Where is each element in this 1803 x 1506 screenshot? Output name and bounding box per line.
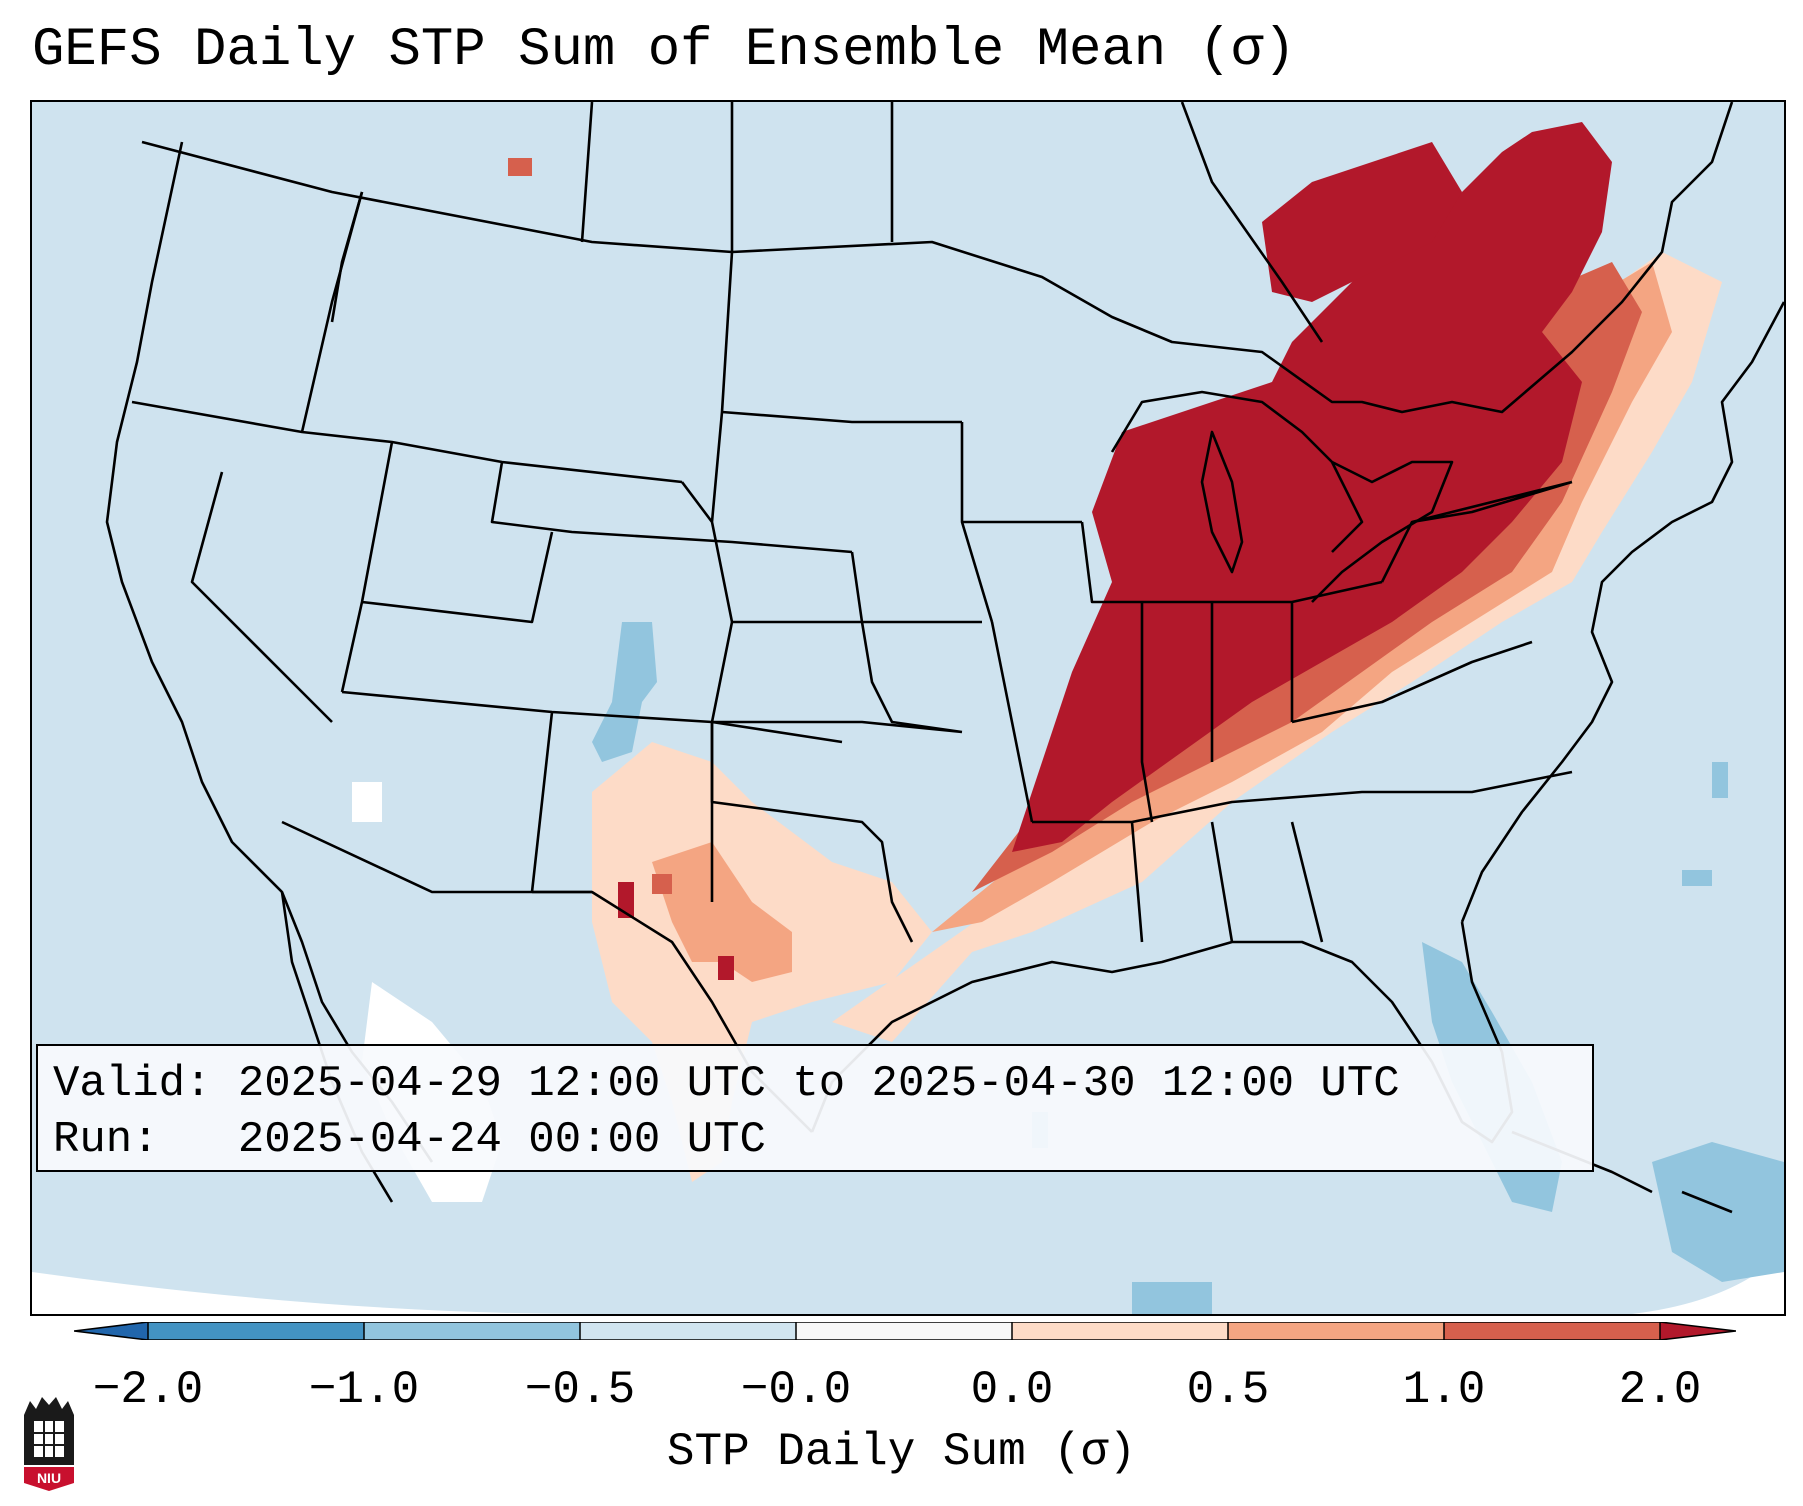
- anomaly-cell: [618, 882, 634, 918]
- anomaly-southwest-moderate: [652, 842, 792, 982]
- projection-edge: [32, 1272, 592, 1314]
- state-lines-west: [131, 191, 853, 902]
- colorbar-tick-label: 0.0: [970, 1364, 1054, 1416]
- anomaly-cell: [1682, 870, 1712, 886]
- logo-text: NIU: [37, 1470, 61, 1486]
- anomaly-cell: [1132, 1282, 1212, 1314]
- colorbar: [74, 1322, 1736, 1340]
- state-lines-central: [680, 251, 1082, 943]
- colorbar-segment: [1012, 1322, 1228, 1340]
- run-time: 2025-04-24 00:00 UTC: [237, 1115, 766, 1165]
- colorbar-tick-label: 0.5: [1186, 1364, 1270, 1416]
- colorbar-tick-label: −0.5: [524, 1364, 636, 1416]
- colorbar-segment: [580, 1322, 796, 1340]
- great-lakes: [1110, 390, 1454, 603]
- run-label: Run:: [53, 1115, 159, 1165]
- west-coast: [105, 141, 434, 1163]
- colorbar-tick-label: −0.0: [740, 1364, 852, 1416]
- colorbar-segment: [796, 1322, 1012, 1340]
- valid-label: Valid:: [53, 1059, 212, 1109]
- east-coast: [1460, 301, 1784, 923]
- anomaly-below-caribbean: [1652, 1142, 1784, 1282]
- colorbar-under-arrow: [74, 1322, 148, 1340]
- valid-time-range: 2025-04-29 12:00 UTC to 2025-04-30 12:00…: [237, 1059, 1400, 1109]
- colorbar-tick-label: 2.0: [1618, 1364, 1702, 1416]
- colorbar-segment: [364, 1322, 580, 1340]
- anomaly-cell: [352, 782, 382, 822]
- map-title: GEFS Daily STP Sum of Ensemble Mean (σ): [32, 20, 1296, 81]
- colorbar-tick-label: −2.0: [92, 1364, 204, 1416]
- colorbar-segment: [1228, 1322, 1444, 1340]
- anomaly-below-colorado: [592, 622, 657, 762]
- colorbar-segment: [1444, 1322, 1660, 1340]
- niu-logo: NIU: [24, 1397, 74, 1491]
- colorbar-segment: [148, 1322, 364, 1340]
- state-lines-east: [1032, 480, 1573, 943]
- colorbar-over-arrow: [1660, 1322, 1736, 1340]
- anomaly-cell: [1712, 762, 1728, 798]
- projection-edge: [1632, 1252, 1784, 1314]
- colorbar-tick-label: 1.0: [1402, 1364, 1486, 1416]
- anomaly-high-north: [1262, 142, 1462, 302]
- anomaly-cell: [718, 956, 734, 980]
- anomaly-cell: [652, 874, 672, 894]
- colorbar-tick-label: −1.0: [308, 1364, 420, 1416]
- colorbar-label: STP Daily Sum (σ): [666, 1426, 1137, 1478]
- anomaly-cell: [508, 158, 532, 176]
- anomaly-high-core: [1012, 122, 1612, 852]
- valid-info-box: Valid: 2025-04-29 12:00 UTC to 2025-04-3…: [36, 1044, 1594, 1172]
- us-canada-border: [141, 102, 1734, 414]
